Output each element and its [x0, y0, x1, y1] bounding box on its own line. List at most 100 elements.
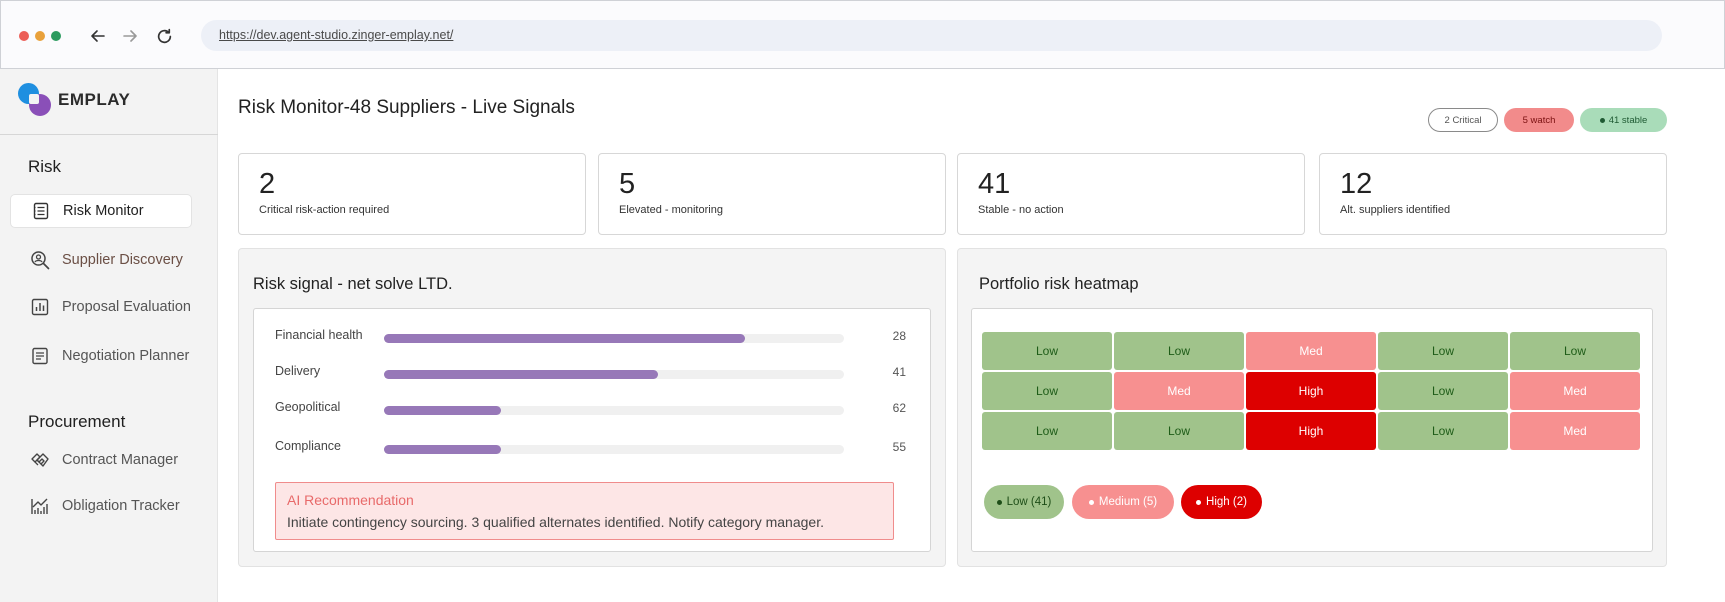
- url-text[interactable]: https://dev.agent-studio.zinger-emplay.n…: [219, 28, 454, 42]
- browser-toolbar: https://dev.agent-studio.zinger-emplay.n…: [0, 0, 1725, 69]
- stat-card-elevated: 5 Elevated - monitoring: [598, 153, 946, 235]
- sidebar-item-supplier-discovery[interactable]: Supplier Discovery: [10, 243, 192, 277]
- legend-label: Low (41): [1006, 496, 1052, 508]
- bar-value: 28: [892, 329, 906, 343]
- risk-signal-panel: Risk signal - net solve LTD. Financial h…: [238, 248, 946, 567]
- heatmap-cell[interactable]: Low: [1378, 332, 1508, 370]
- logo-icon: [18, 83, 54, 117]
- heatmap-panel: Portfolio risk heatmap Low Low Med Low Low Lo…: [957, 248, 1667, 567]
- window-minimize-button[interactable]: [35, 31, 45, 41]
- section-title-risk: Risk: [28, 157, 62, 176]
- status-badge-label: 41 stable: [1608, 114, 1648, 126]
- bar-value: 41: [892, 365, 906, 379]
- sidebar-item-proposal-evaluation[interactable]: Proposal Evaluation: [10, 290, 192, 324]
- dot-icon: [1196, 499, 1202, 505]
- sidebar: EMPLAY Risk Risk Monitor Supplier Discov…: [0, 69, 218, 602]
- bar-value: 62: [892, 401, 906, 415]
- window-maximize-button[interactable]: [51, 31, 61, 41]
- sidebar-item-label: Proposal Evaluation: [62, 299, 191, 315]
- heatmap-cell[interactable]: High: [1246, 372, 1376, 410]
- risk-signal-card: Financial health 28 Delivery 41 Geopolit…: [253, 308, 931, 552]
- stat-label: Critical risk-action required: [259, 204, 390, 216]
- heatmap-cell[interactable]: Low: [1510, 332, 1640, 370]
- heatmap-cell[interactable]: Low: [1378, 412, 1508, 450]
- stat-card-stable: 41 Stable - no action: [957, 153, 1305, 235]
- stat-label: Alt. suppliers identified: [1340, 204, 1451, 216]
- status-badge-label: 5 watch: [1522, 114, 1556, 126]
- ai-recommendation-text: Initiate contingency sourcing. 3 qualifi…: [287, 514, 824, 530]
- bar-value: 55: [892, 440, 906, 454]
- section-title-procurement: Procurement: [28, 412, 126, 431]
- legend-low[interactable]: Low (41): [984, 485, 1064, 519]
- brand-logo[interactable]: EMPLAY: [18, 83, 130, 117]
- reload-icon: [157, 28, 171, 43]
- bar-chart-icon: [30, 297, 50, 317]
- heatmap-card: Low Low Med Low Low Low Med High Low Med Low Low Hig…: [971, 308, 1653, 552]
- sidebar-divider: [0, 134, 218, 135]
- heatmap-cell[interactable]: Med: [1114, 372, 1244, 410]
- legend-label: Medium (5): [1098, 496, 1158, 508]
- panel-title: Portfolio risk heatmap: [979, 275, 1139, 293]
- sidebar-item-obligation-tracker[interactable]: Obligation Tracker: [10, 489, 192, 523]
- notes-icon: [30, 346, 50, 366]
- window-close-button[interactable]: [19, 31, 29, 41]
- stat-label: Stable - no action: [978, 204, 1064, 216]
- bar-row-financial-health: Financial health 28: [254, 328, 930, 348]
- stat-label: Elevated - monitoring: [619, 204, 723, 216]
- heatmap-cell[interactable]: Low: [982, 332, 1112, 370]
- bar-label: Geopolitical: [275, 400, 341, 414]
- dot-icon: [1088, 499, 1094, 505]
- bar-row-compliance: Compliance 55: [254, 439, 930, 459]
- heatmap-cell[interactable]: Med: [1510, 372, 1640, 410]
- ai-recommendation-title: AI Recommendation: [287, 492, 414, 508]
- bar-track: [384, 445, 844, 454]
- bar-label: Compliance: [275, 439, 342, 453]
- sidebar-item-label: Supplier Discovery: [62, 252, 183, 268]
- heatmap-cell[interactable]: Low: [982, 372, 1112, 410]
- heatmap-cell[interactable]: High: [1246, 412, 1376, 450]
- legend-medium[interactable]: Medium (5): [1072, 485, 1174, 519]
- panel-title: Risk signal - net solve LTD.: [253, 275, 453, 293]
- stat-card-alt-suppliers: 12 Alt. suppliers identified: [1319, 153, 1667, 235]
- page-title: Risk Monitor-48 Suppliers - Live Signals: [238, 97, 575, 118]
- dot-icon: [996, 499, 1002, 505]
- heatmap-cell[interactable]: Low: [982, 412, 1112, 450]
- reload-button[interactable]: [151, 23, 177, 49]
- bar-row-delivery: Delivery 41: [254, 364, 930, 384]
- sidebar-item-contract-manager[interactable]: Contract Manager: [10, 443, 192, 477]
- bar-fill: [384, 445, 502, 454]
- arrow-right-icon: [123, 30, 137, 42]
- trend-chart-icon: [30, 496, 50, 516]
- stat-value: 12: [1340, 168, 1373, 200]
- address-bar[interactable]: https://dev.agent-studio.zinger-emplay.n…: [201, 20, 1662, 51]
- legend-label: High (2): [1206, 496, 1247, 508]
- legend-high[interactable]: High (2): [1181, 485, 1262, 519]
- sidebar-item-label: Risk Monitor: [63, 203, 144, 219]
- bar-fill: [384, 370, 658, 379]
- status-badge-label: 2 Critical: [1444, 114, 1482, 126]
- bar-track: [384, 334, 844, 343]
- arrow-left-icon: [91, 30, 105, 42]
- heatmap-cell[interactable]: Low: [1378, 372, 1508, 410]
- bar-label: Financial health: [275, 328, 363, 342]
- stat-card-critical: 2 Critical risk-action required: [238, 153, 586, 235]
- status-badge-critical[interactable]: 2 Critical: [1428, 108, 1498, 132]
- handshake-icon: [30, 450, 50, 470]
- dot-icon: [1599, 117, 1605, 123]
- heatmap-cell[interactable]: Low: [1114, 332, 1244, 370]
- bar-fill: [384, 406, 502, 415]
- status-badge-watch[interactable]: 5 watch: [1504, 108, 1574, 132]
- heatmap-cell[interactable]: Med: [1246, 332, 1376, 370]
- back-button[interactable]: [85, 23, 111, 49]
- sidebar-item-negotiation-planner[interactable]: Negotiation Planner: [10, 339, 192, 373]
- heatmap-cell[interactable]: Med: [1510, 412, 1640, 450]
- sidebar-item-label: Contract Manager: [62, 452, 179, 468]
- bar-track: [384, 370, 844, 379]
- forward-button[interactable]: [117, 23, 143, 49]
- status-badge-stable[interactable]: 41 stable: [1580, 108, 1667, 132]
- heatmap-grid: Low Low Med Low Low Low Med High Low Med Low Low Hig…: [982, 332, 1640, 450]
- sidebar-item-risk-monitor[interactable]: Risk Monitor: [10, 194, 192, 228]
- stat-value: 41: [978, 168, 1011, 200]
- heatmap-cell[interactable]: Low: [1114, 412, 1244, 450]
- sidebar-item-label: Negotiation Planner: [62, 348, 190, 364]
